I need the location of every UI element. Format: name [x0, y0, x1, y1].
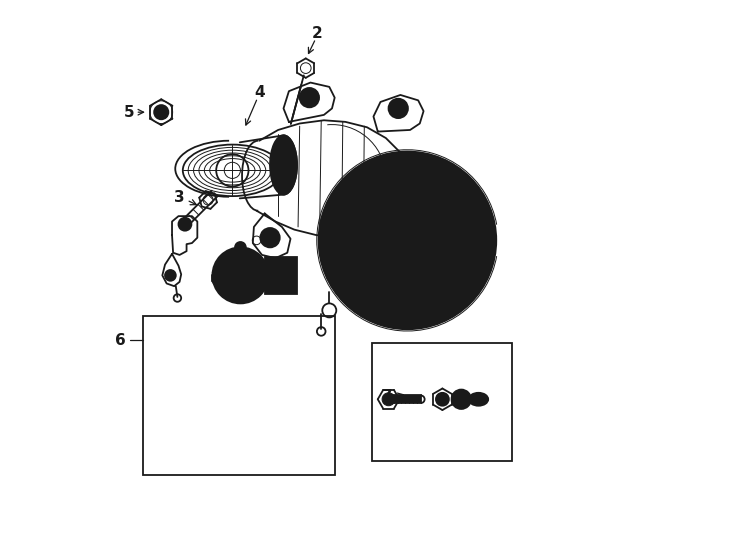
Ellipse shape: [469, 393, 488, 406]
Circle shape: [154, 105, 168, 119]
Circle shape: [388, 99, 408, 118]
Text: 1: 1: [429, 211, 440, 226]
Text: 2: 2: [311, 25, 322, 40]
Text: 3: 3: [174, 190, 185, 205]
Text: 5: 5: [123, 105, 134, 120]
Circle shape: [165, 270, 176, 281]
Circle shape: [438, 245, 457, 265]
Circle shape: [436, 393, 449, 406]
Circle shape: [319, 152, 496, 329]
Circle shape: [388, 221, 427, 260]
Bar: [265, 256, 297, 294]
Circle shape: [212, 247, 269, 303]
Text: 7: 7: [382, 389, 393, 404]
Circle shape: [261, 228, 280, 247]
Text: 4: 4: [254, 85, 264, 100]
Bar: [391, 395, 421, 403]
Text: 6: 6: [115, 333, 126, 348]
Bar: [143, 316, 335, 475]
Circle shape: [382, 393, 395, 406]
Ellipse shape: [270, 136, 297, 194]
Circle shape: [178, 218, 192, 231]
Circle shape: [235, 242, 246, 253]
Circle shape: [299, 88, 319, 107]
Circle shape: [451, 389, 471, 409]
Bar: [372, 343, 512, 461]
